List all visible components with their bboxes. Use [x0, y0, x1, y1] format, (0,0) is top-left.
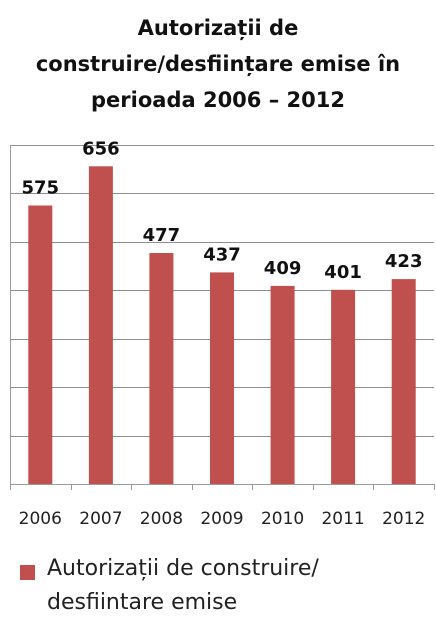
x-tick-group: 2006 2007 2008 2009 2010 2011 2012 [19, 509, 426, 529]
chart-title: Autorizații de construire/desființare em… [0, 10, 436, 118]
chart-title-line-3: perioada 2006 – 2012 [91, 88, 345, 112]
legend-swatch [20, 565, 35, 580]
bar-2011 [331, 289, 356, 484]
x-tick-label-2008: 2008 [140, 509, 183, 529]
bar-2012 [391, 279, 416, 484]
data-label-2009: 437 [203, 244, 241, 265]
data-label-2010: 409 [264, 258, 302, 279]
data-label-group: 575 656 477 437 409 401 423 [22, 138, 423, 282]
data-label-2011: 401 [324, 262, 362, 283]
bar-2010 [270, 285, 295, 484]
x-tick-label-2012: 2012 [382, 509, 425, 529]
chart-title-line-1: Autorizații de [137, 16, 299, 40]
x-tick-label-2011: 2011 [321, 509, 364, 529]
x-tick-label-2010: 2010 [261, 509, 304, 529]
bar-group [28, 166, 416, 485]
x-tick-label-2009: 2009 [200, 509, 243, 529]
x-tick-label-2007: 2007 [79, 509, 122, 529]
bar-2006 [28, 205, 53, 484]
data-label-2012: 423 [385, 251, 423, 272]
data-label-2007: 656 [82, 138, 120, 159]
x-tick-label-2006: 2006 [19, 509, 62, 529]
data-label-2006: 575 [22, 178, 60, 199]
chart-title-line-2: construire/desființare emise în [35, 52, 401, 76]
bar-2007 [88, 166, 113, 485]
bar-2009 [210, 272, 234, 484]
legend: Autorizații de construire/ desfiintare e… [20, 552, 420, 620]
bar-2008 [149, 253, 174, 484]
legend-label: Autorizații de construire/ desfiintare e… [47, 556, 319, 615]
data-label-2008: 477 [143, 225, 181, 246]
